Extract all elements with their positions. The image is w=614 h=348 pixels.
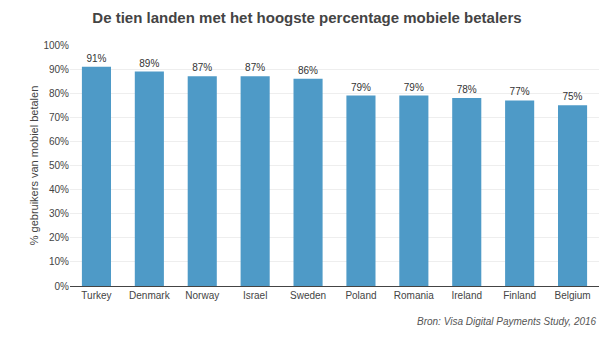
svg-text:20%: 20%	[49, 232, 69, 243]
svg-text:Finland: Finland	[503, 290, 536, 301]
svg-text:87%: 87%	[192, 62, 212, 73]
svg-text:Sweden: Sweden	[290, 290, 326, 301]
svg-text:86%: 86%	[298, 65, 318, 76]
svg-text:100%: 100%	[43, 40, 69, 51]
svg-text:70%: 70%	[49, 112, 69, 123]
svg-text:% gebruikers van mobiel betale: % gebruikers van mobiel betalen	[28, 86, 40, 246]
svg-text:Norway: Norway	[185, 290, 219, 301]
svg-text:10%: 10%	[49, 256, 69, 267]
svg-text:30%: 30%	[49, 208, 69, 219]
svg-text:80%: 80%	[49, 88, 69, 99]
svg-text:91%: 91%	[86, 53, 106, 64]
svg-text:75%: 75%	[562, 91, 582, 102]
svg-text:Poland: Poland	[345, 290, 376, 301]
svg-text:77%: 77%	[510, 86, 530, 97]
svg-text:50%: 50%	[49, 160, 69, 171]
svg-text:79%: 79%	[351, 82, 371, 93]
svg-text:Israel: Israel	[243, 290, 267, 301]
svg-text:89%: 89%	[139, 58, 159, 69]
svg-text:40%: 40%	[49, 184, 69, 195]
svg-text:Ireland: Ireland	[451, 290, 482, 301]
svg-text:87%: 87%	[245, 62, 265, 73]
svg-text:60%: 60%	[49, 136, 69, 147]
svg-text:0%: 0%	[55, 281, 70, 292]
svg-text:90%: 90%	[49, 64, 69, 75]
svg-text:De tien landen met het hoogste: De tien landen met het hoogste percentag…	[92, 9, 521, 26]
svg-text:79%: 79%	[404, 82, 424, 93]
svg-text:Turkey: Turkey	[81, 290, 111, 301]
svg-text:Denmark: Denmark	[129, 290, 171, 301]
svg-text:Belgium: Belgium	[554, 290, 590, 301]
svg-text:Bron: Visa Digital Payments St: Bron: Visa Digital Payments Study, 2016	[417, 316, 597, 327]
svg-text:Romania: Romania	[394, 290, 434, 301]
svg-text:78%: 78%	[457, 84, 477, 95]
